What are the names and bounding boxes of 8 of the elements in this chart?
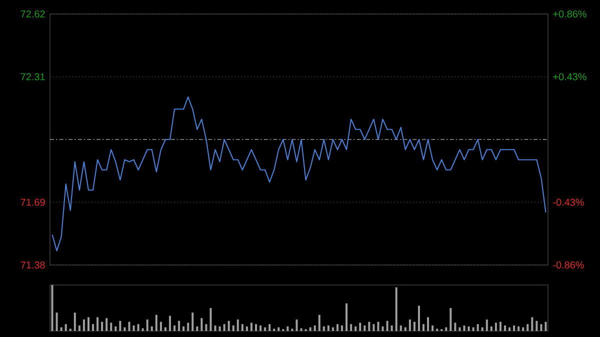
y2-tick-label: -0.86% bbox=[553, 261, 584, 269]
y2-tick-label: +0.43% bbox=[553, 73, 586, 80]
y-tick-label: 72.62 bbox=[20, 10, 45, 18]
y-tick-label: 72.31 bbox=[20, 73, 45, 80]
y-tick-label: 71.69 bbox=[20, 198, 45, 206]
y-tick-label: 71.38 bbox=[20, 261, 45, 269]
y2-tick-label: -0.43% bbox=[553, 198, 584, 206]
y2-tick-label: +0.86% bbox=[553, 10, 586, 18]
